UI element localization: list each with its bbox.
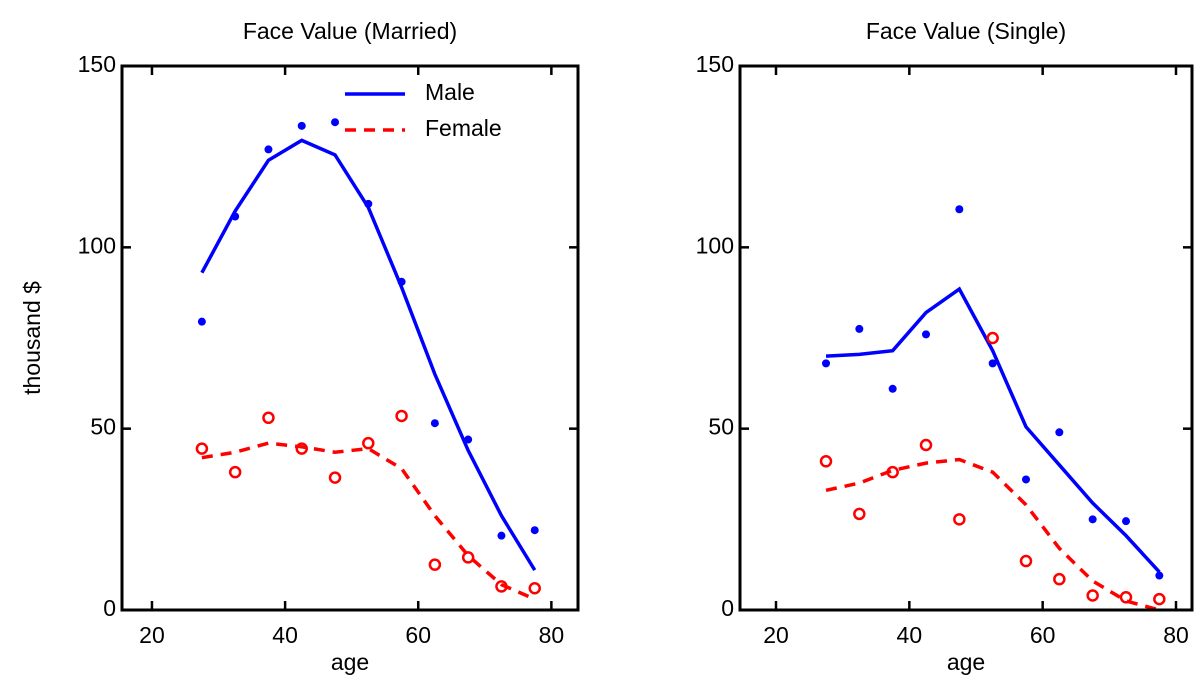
data-point	[822, 359, 830, 368]
data-point	[428, 558, 442, 571]
data-point	[195, 442, 209, 455]
y-tick-label: 150	[696, 51, 734, 77]
data-point	[395, 409, 408, 423]
plot-area	[819, 205, 1166, 610]
data-point	[461, 551, 475, 564]
data-point	[988, 359, 997, 368]
data-point	[497, 531, 506, 540]
data-point	[1086, 589, 1099, 602]
plot-area	[195, 118, 541, 601]
x-tick-label: 60	[405, 622, 431, 648]
data-point	[1088, 515, 1097, 524]
data-point	[364, 199, 373, 208]
data-point	[295, 442, 308, 455]
y-tick-label: 0	[721, 595, 734, 621]
data-point	[228, 465, 242, 479]
data-point	[1053, 572, 1066, 586]
data-point	[530, 526, 539, 535]
data-point	[922, 330, 930, 339]
data-point	[886, 465, 899, 479]
data-point	[1055, 428, 1064, 437]
data-point	[331, 118, 340, 127]
data-point	[1153, 592, 1166, 606]
data-point	[986, 331, 999, 345]
data-point	[495, 580, 508, 593]
data-point	[855, 324, 864, 333]
data-point	[297, 121, 306, 130]
data-point	[953, 513, 966, 526]
plot: Face Value (Single) age 20 40 60 80 0 50 100 150	[696, 18, 1194, 675]
data-point	[362, 436, 375, 450]
data-point	[262, 411, 275, 425]
x-tick-label: 20	[763, 622, 789, 648]
x-tick-label: 80	[1163, 622, 1189, 648]
y-tick-label: 100	[696, 232, 734, 258]
y-tick-label: 100	[78, 232, 116, 258]
x-axis-label: age	[947, 649, 985, 675]
y-tick-label: 50	[708, 414, 734, 440]
data-point	[464, 435, 473, 444]
data-point	[528, 581, 541, 595]
x-tick-label: 60	[1030, 622, 1056, 648]
fit-line	[201, 441, 536, 601]
axes-frame	[738, 64, 1194, 612]
y-tick-label: 150	[78, 51, 116, 77]
plot: Face Value (Married) age thousand $ 20 40 60 8…	[19, 18, 580, 675]
data-point	[1019, 554, 1033, 568]
data-point	[1119, 591, 1133, 604]
data-point	[328, 471, 342, 484]
data-point	[430, 419, 439, 428]
x-tick-label: 40	[897, 622, 923, 648]
data-point	[888, 384, 897, 393]
x-tick-label: 20	[139, 622, 165, 648]
chart-title: Face Value (Single)	[866, 18, 1066, 44]
data-point	[1022, 475, 1030, 484]
data-point	[197, 317, 206, 326]
data-point	[1122, 517, 1130, 526]
axes-frame	[120, 64, 580, 612]
fit-line	[825, 457, 1160, 610]
data-point	[231, 212, 240, 221]
y-tick-label: 50	[90, 414, 116, 440]
y-axis-label: thousand $	[19, 281, 45, 395]
data-point	[1155, 571, 1164, 580]
data-point	[853, 507, 866, 521]
data-point	[397, 277, 406, 286]
data-point	[955, 205, 964, 214]
data-point	[819, 455, 833, 468]
data-point	[264, 145, 273, 154]
x-axis-label: age	[331, 649, 369, 675]
legend-label: Male	[425, 79, 475, 105]
x-tick-label: 80	[539, 622, 565, 648]
y-tick-label: 0	[103, 595, 116, 621]
chart-title: Face Value (Married)	[243, 18, 457, 44]
legend-label: Female	[425, 115, 502, 141]
fit-line	[825, 286, 1161, 574]
x-tick-label: 40	[272, 622, 298, 648]
data-point	[919, 438, 933, 452]
